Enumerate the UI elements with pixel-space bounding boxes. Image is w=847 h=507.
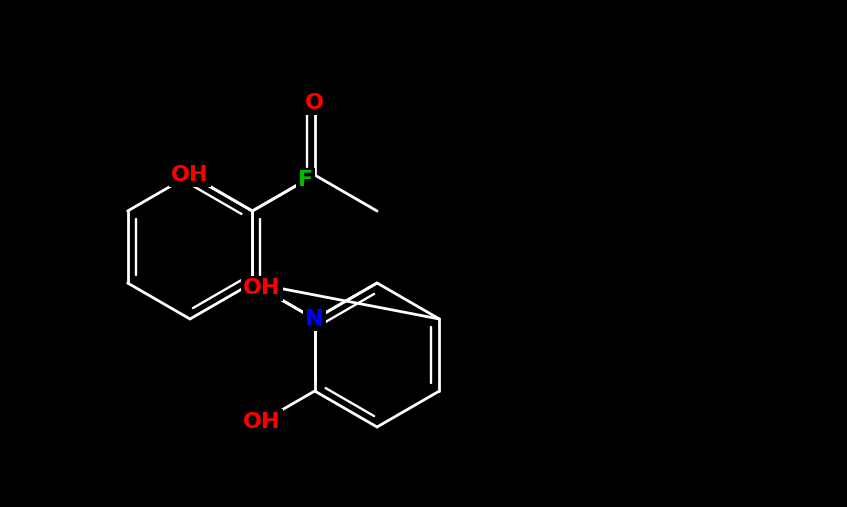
Text: OH: OH [243,278,280,299]
Text: F: F [298,170,313,191]
Text: OH: OH [171,165,208,185]
Text: N: N [306,309,324,329]
Text: OH: OH [243,412,280,431]
Text: O: O [305,93,324,113]
